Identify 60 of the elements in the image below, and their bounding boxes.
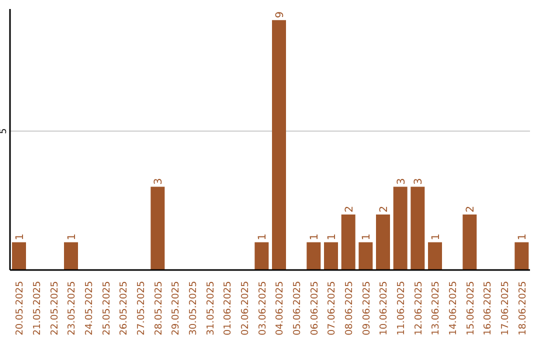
x-tick-label: 27.05.2025 (136, 281, 147, 336)
data-label: 3 (152, 178, 165, 185)
x-tick-label: 07.06.2025 (326, 281, 338, 336)
x-tick-label: 05.06.2025 (292, 281, 303, 336)
bar (150, 186, 165, 270)
x-tick-label: 09.06.2025 (361, 281, 372, 336)
data-label: 1 (308, 234, 321, 240)
x-tick-label: 29.05.2025 (170, 281, 182, 336)
bar (324, 242, 338, 270)
x-tick-label: 20.05.2025 (14, 281, 26, 336)
x-tick-label: 30.05.2025 (188, 281, 199, 336)
x-tick-label: 15.06.2025 (465, 281, 476, 336)
x-tick-label: 01.06.2025 (222, 281, 234, 336)
x-tick-label: 04.06.2025 (274, 281, 286, 336)
x-tick-label: 25.05.2025 (101, 281, 112, 336)
data-label: 2 (343, 206, 356, 212)
x-tick-label: 16.06.2025 (482, 281, 494, 336)
bar (358, 242, 373, 270)
x-tick-label: 18.06.2025 (517, 281, 528, 336)
bar (272, 20, 286, 270)
bar (254, 242, 269, 270)
data-label: 1 (326, 234, 338, 240)
x-tick-label: 12.06.2025 (413, 281, 424, 336)
x-tick-label: 13.06.2025 (430, 281, 442, 336)
x-tick-label: 31.05.2025 (205, 281, 216, 336)
data-label: 1 (256, 234, 269, 240)
x-tick-label: 03.06.2025 (257, 281, 268, 336)
data-label: 1 (66, 234, 78, 240)
data-label: 2 (378, 206, 390, 212)
data-label: 2 (464, 206, 477, 212)
bar (428, 242, 442, 270)
x-tick-label: 23.05.2025 (66, 281, 78, 336)
bar (376, 214, 390, 270)
x-tick-label: 26.05.2025 (118, 281, 130, 336)
x-tick-label: 06.06.2025 (309, 281, 320, 336)
x-tick-label: 21.05.2025 (32, 281, 43, 336)
bar (306, 242, 321, 270)
x-tick-label: 11.06.2025 (396, 281, 407, 336)
data-label: 9 (274, 11, 286, 18)
data-label: 1 (14, 234, 26, 240)
bar (341, 214, 356, 270)
bar (393, 186, 408, 270)
data-label: 1 (430, 234, 442, 240)
data-label: 3 (412, 178, 425, 185)
x-tick-label: 28.05.2025 (153, 281, 164, 336)
bar (462, 214, 477, 270)
bar (410, 186, 425, 270)
x-tick-label: 02.06.2025 (240, 281, 251, 336)
x-tick-label: 17.06.2025 (500, 281, 511, 336)
bar (64, 242, 78, 270)
bar (514, 242, 529, 270)
bar (12, 242, 26, 270)
data-label: 1 (360, 234, 373, 240)
x-tick-label: 08.06.2025 (344, 281, 355, 336)
x-tick-label: 10.06.2025 (378, 281, 390, 336)
x-tick-label: 24.05.2025 (84, 281, 95, 336)
x-tick-label: 22.05.2025 (49, 281, 60, 336)
data-label: 3 (395, 178, 408, 185)
data-label: 1 (516, 234, 529, 240)
x-tick-label: 14.06.2025 (448, 281, 459, 336)
